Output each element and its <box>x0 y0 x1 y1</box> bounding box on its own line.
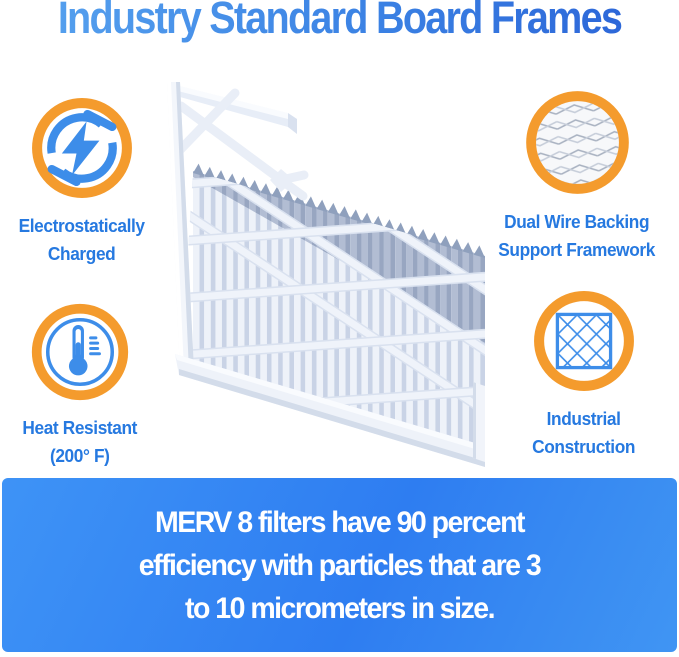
wire-mesh-icon <box>525 91 629 194</box>
feature-label: Heat Resistant (200° F) <box>22 418 138 466</box>
feature-label: Electrostatically Charged <box>18 216 146 264</box>
lightning-bolt-circle-icon <box>32 98 132 198</box>
feature-dual-wire: Dual Wire Backing Support Framework <box>489 86 665 264</box>
feature-industrial: Industrial Construction <box>496 286 672 461</box>
thermometer-icon <box>31 303 129 401</box>
feature-electrostatic: Electrostatically Charged <box>2 93 162 268</box>
banner-line: efficiency with particles that are 3 <box>138 548 542 582</box>
page-title: Industry Standard Board Frames <box>41 0 639 43</box>
banner-line: to 10 micrometers in size. <box>185 591 495 625</box>
air-filter-illustration <box>163 56 507 480</box>
feature-label: Industrial Construction <box>532 409 636 457</box>
banner-line: MERV 8 filters have 90 percent <box>155 505 525 539</box>
merv-info-banner: MERV 8 filters have 90 percent efficienc… <box>2 478 677 652</box>
pleated-air-filter <box>167 82 485 467</box>
feature-label: Dual Wire Backing Support Framework <box>498 212 656 260</box>
diamond-lattice-icon <box>534 291 634 391</box>
filter-frame <box>167 82 485 467</box>
feature-heat-resistant: Heat Resistant (200° F) <box>0 299 160 470</box>
